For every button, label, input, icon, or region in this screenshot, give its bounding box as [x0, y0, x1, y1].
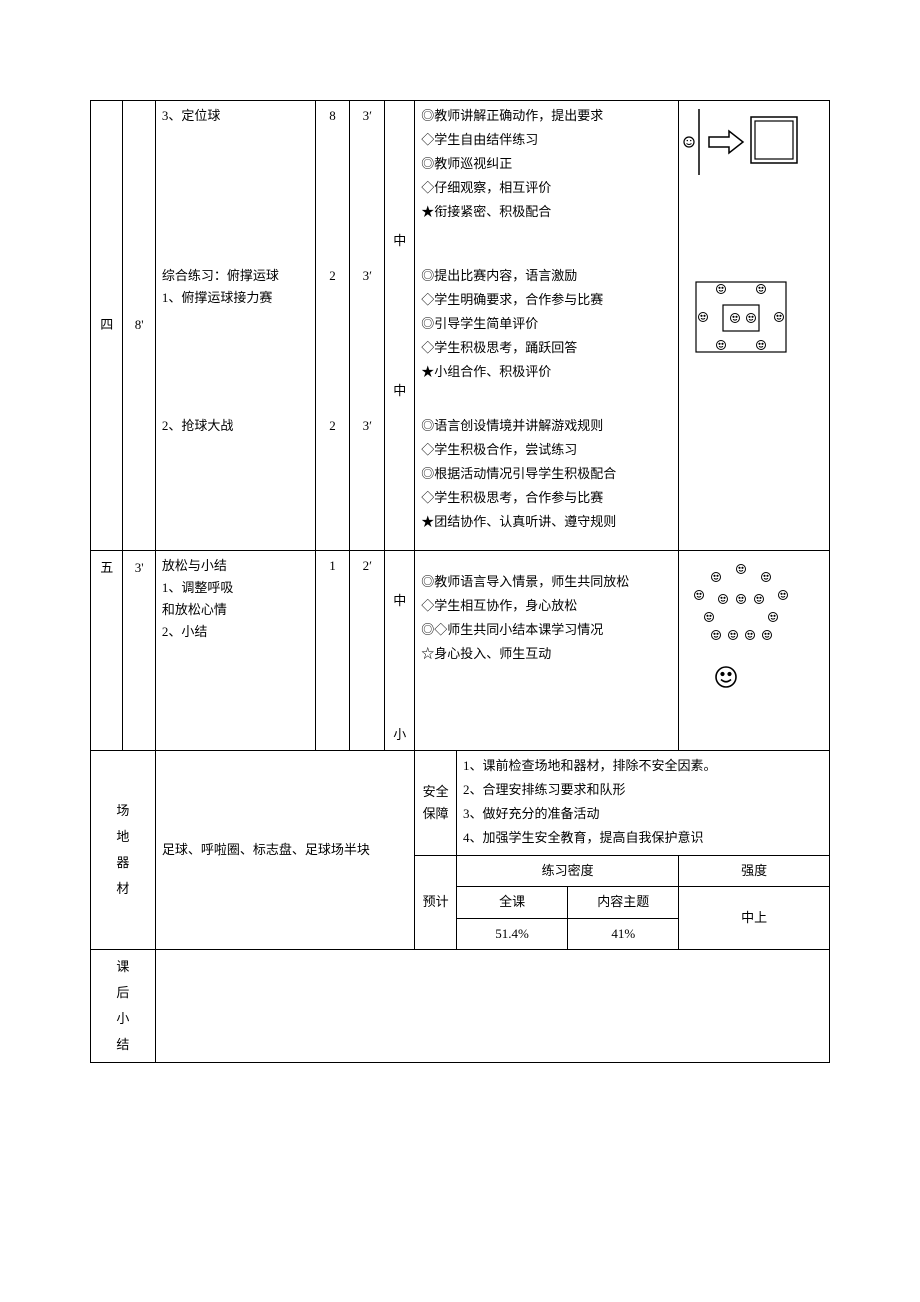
seq-4: 四	[91, 101, 123, 551]
box-faces-icon	[681, 267, 801, 367]
safety-line: 1、课前检查场地和器材，排除不安全因素。	[463, 755, 823, 777]
desc-4-2: ◎提出比赛内容，语言激励 ◇学生明确要求，合作参与比赛 ◎引导学生简单评价 ◇学…	[415, 261, 679, 391]
content-val: 41%	[568, 918, 679, 949]
desc-line: ◇学生相互协作，身心放松	[421, 595, 672, 617]
diagram-4-3	[679, 411, 830, 551]
reps-4-1: 8	[315, 101, 350, 231]
desc-line: ◇学生积极思考，踊跃回答	[421, 337, 672, 359]
density-label: 练习密度	[456, 856, 678, 887]
desc-line: ★团结协作、认真听讲、遵守规则	[421, 511, 672, 533]
dur-4-3: 3′	[350, 411, 385, 541]
summary-label: 课后小结	[91, 949, 156, 1062]
activity-4-1-title: 3、定位球	[155, 101, 315, 231]
dur-5: 2′	[350, 551, 385, 751]
equipment-label: 场地器材	[91, 751, 156, 950]
desc-4-1: ◎教师讲解正确动作，提出要求 ◇学生自由结伴练习 ◎教师巡视纠正 ◇仔细观察，相…	[415, 101, 679, 231]
desc-5: ◎教师语言导入情景，师生共同放松 ◇学生相互协作，身心放松 ◎◇师生共同小结本课…	[415, 551, 679, 751]
dur-4-2: 3′	[350, 261, 385, 391]
desc-line: ◇学生自由结伴练习	[421, 129, 672, 151]
desc-line: ◎语言创设情境并讲解游戏规则	[421, 415, 672, 437]
desc-line: ◎教师讲解正确动作，提出要求	[421, 105, 672, 127]
intensity-5-tail: 小	[385, 651, 415, 751]
intensity-val: 中上	[679, 887, 830, 949]
activity-5-title: 放松与小结 1、调整呼吸 和放松心情 2、小结	[155, 551, 315, 751]
safety-line: 4、加强学生安全教育，提高自我保护意识	[463, 827, 823, 849]
desc-line: ◇仔细观察，相互评价	[421, 177, 672, 199]
desc-line: ◇学生积极思考，合作参与比赛	[421, 487, 672, 509]
dur-4-1: 3′	[350, 101, 385, 231]
safety-line: 2、合理安排练习要求和队形	[463, 779, 823, 801]
intensity-4-3	[385, 411, 415, 551]
time-5: 3'	[123, 551, 155, 751]
circle-faces-icon	[681, 557, 801, 707]
desc-line: ◎◇师生共同小结本课学习情况	[421, 619, 672, 641]
full-val: 51.4%	[456, 918, 567, 949]
safety-label: 安全保障	[415, 751, 457, 856]
lesson-plan-table: 四 8' 3、定位球 8 3′ 中 ◎教师讲解正确动作，提出要求 ◇学生自由结伴…	[90, 100, 830, 1063]
equipment-text: 足球、呼啦圈、标志盘、足球场半块	[155, 751, 414, 950]
safety-line: 3、做好充分的准备活动	[463, 803, 823, 825]
desc-line: ◎教师巡视纠正	[421, 153, 672, 175]
desc-line: ◎引导学生简单评价	[421, 313, 672, 335]
diagram-5	[679, 551, 830, 751]
reps-5: 1	[315, 551, 350, 751]
desc-line: ◎提出比赛内容，语言激励	[421, 265, 672, 287]
desc-line: ◇学生积极合作，尝试练习	[421, 439, 672, 461]
intensity-label: 强度	[679, 856, 830, 887]
desc-line: ★小组合作、积极评价	[421, 361, 672, 383]
desc-line: ◎教师语言导入情景，师生共同放松	[421, 571, 672, 593]
diagram-4-2	[679, 261, 830, 411]
arrow-box-icon	[681, 107, 801, 177]
intensity-4-2: 中	[385, 261, 415, 411]
seq-5: 五	[91, 551, 123, 751]
reps-4-3: 2	[315, 411, 350, 541]
summary-body	[155, 949, 829, 1062]
desc-line: ◎根据活动情况引导学生积极配合	[421, 463, 672, 485]
desc-line: ★衔接紧密、积极配合	[421, 201, 672, 223]
content-label: 内容主题	[568, 887, 679, 918]
full-label: 全课	[456, 887, 567, 918]
estimate-label: 预计	[415, 856, 457, 949]
time-4: 8'	[123, 101, 155, 551]
intensity-4-1: 中	[385, 101, 415, 261]
safety-items: 1、课前检查场地和器材，排除不安全因素。 2、合理安排练习要求和队形 3、做好充…	[456, 751, 829, 856]
desc-4-3: ◎语言创设情境并讲解游戏规则 ◇学生积极合作，尝试练习 ◎根据活动情况引导学生积…	[415, 411, 679, 541]
desc-line: ☆身心投入、师生互动	[421, 643, 672, 665]
activity-4-3-title: 2、抢球大战	[155, 411, 315, 541]
activity-4-2-title: 综合练习：俯撑运球 1、俯撑运球接力赛	[155, 261, 315, 391]
intensity-5: 中	[385, 551, 415, 651]
reps-4-2: 2	[315, 261, 350, 391]
diagram-4-1	[679, 101, 830, 261]
desc-line: ◇学生明确要求，合作参与比赛	[421, 289, 672, 311]
